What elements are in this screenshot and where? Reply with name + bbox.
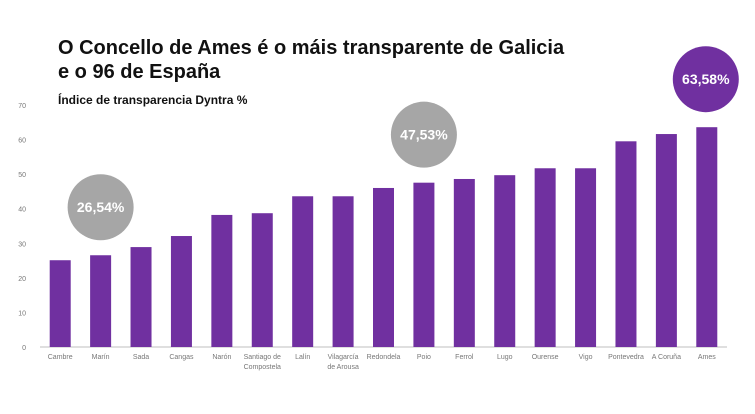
x-tick-label: Ourense: [532, 354, 559, 361]
bar-santiago-de-compostela: [251, 213, 273, 347]
x-tick-label: Vilagarcía: [328, 354, 359, 361]
x-tick-label: Marín: [92, 354, 110, 361]
y-tick-label: 50: [18, 172, 26, 179]
x-tick-label: Cangas: [169, 354, 194, 361]
x-tick-label: Vigo: [579, 354, 593, 361]
bar-vilagarcía-de-arousa: [332, 196, 354, 347]
y-tick-label: 70: [18, 103, 26, 110]
annotation-circle: [672, 46, 739, 113]
x-tick-label: de Arousa: [327, 364, 359, 371]
y-tick-label: 30: [18, 241, 26, 248]
bar-cambre: [49, 260, 71, 347]
chart-title: O Concello de Ames é o máis transparente…: [58, 36, 564, 84]
bar-ourense: [534, 168, 556, 347]
y-tick-label: 60: [18, 138, 26, 145]
x-tick-label: Ferrol: [455, 354, 474, 361]
bar-lalín: [292, 196, 314, 347]
chart-subtitle: Índice de transparencia Dyntra %: [58, 93, 248, 107]
bar-pontevedra: [615, 141, 637, 347]
x-tick-label: Santiago de: [244, 354, 281, 361]
bar-narón: [211, 214, 233, 347]
x-tick-label: Redondela: [367, 354, 401, 361]
bar-a-coruña: [655, 134, 677, 347]
annotation-label: 26,54%: [77, 199, 125, 215]
x-tick-label: A Coruña: [652, 354, 681, 361]
x-tick-label: Pontevedra: [608, 354, 644, 361]
bar-ames: [696, 127, 718, 347]
x-tick-label: Sada: [133, 354, 149, 361]
annotation-label: 47,53%: [400, 127, 448, 143]
chart-title-line-2: e o 96 de España: [58, 61, 221, 83]
x-tick-label: Poio: [417, 354, 431, 361]
x-tick-label: Cambre: [48, 354, 73, 361]
bar-ferrol: [453, 178, 475, 347]
annotation-circle: [67, 174, 134, 241]
y-tick-label: 10: [18, 310, 26, 317]
annotation-label: 63,58%: [682, 71, 730, 87]
bar-marín: [90, 255, 112, 347]
bar-sada: [130, 247, 152, 347]
x-tick-label: Lugo: [497, 354, 513, 361]
x-tick-label: Lalín: [295, 354, 310, 361]
y-tick-label: 40: [18, 207, 26, 214]
x-tick-label: Narón: [212, 354, 231, 361]
bar-cangas: [170, 236, 192, 347]
y-tick-label: 20: [18, 276, 26, 283]
bar-vigo: [575, 168, 597, 347]
y-tick-label: 0: [22, 345, 26, 352]
chart-title-line-1: O Concello de Ames é o máis transparente…: [58, 37, 565, 59]
bar-lugo: [494, 175, 516, 347]
annotation-circle: [390, 101, 457, 168]
bar-redondela: [373, 187, 394, 347]
x-tick-label: Compostela: [244, 364, 281, 371]
x-tick-label: Ames: [698, 354, 716, 361]
bar-poio: [413, 182, 435, 347]
